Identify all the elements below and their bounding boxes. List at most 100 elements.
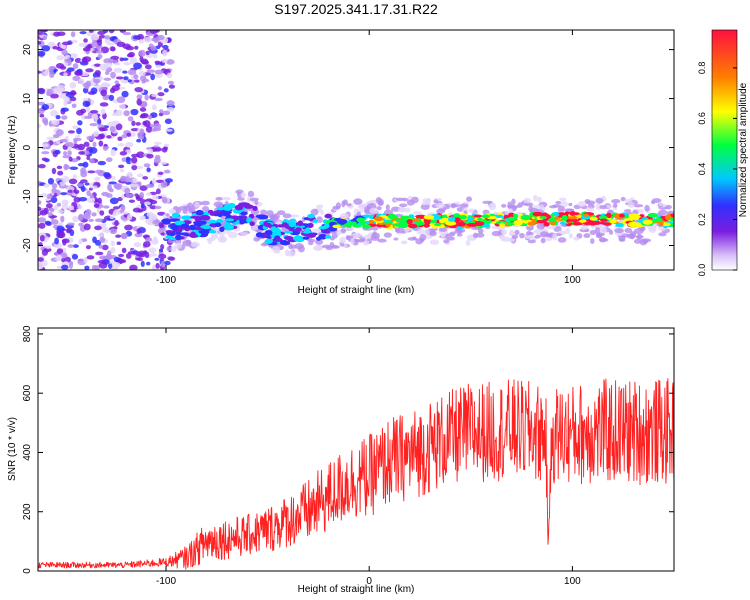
spectrogram-band-cell <box>456 221 466 227</box>
spectrogram-noise-cell <box>106 135 112 139</box>
spectrogram-noise-cell <box>43 119 49 126</box>
spectrogram-noise-cell <box>113 67 123 73</box>
spectrogram-noise-cell <box>101 223 107 227</box>
spectrogram-halo-cell <box>459 203 469 208</box>
spectrogram-noise-cell <box>97 197 102 204</box>
spectrogram-halo-cell <box>429 239 440 245</box>
spectrogram-noise-cell <box>148 247 157 253</box>
spectrogram-noise-cell <box>120 168 125 173</box>
spectrogram-band-cell <box>161 218 172 224</box>
spectrogram-band-cell <box>265 235 273 239</box>
spectrogram-band-cell <box>655 217 663 222</box>
spectrogram-noise-cell <box>72 75 81 82</box>
spectrogram-halo-cell <box>202 205 210 212</box>
spectrogram-band-cell <box>602 222 612 226</box>
spectrogram-halo-cell <box>336 230 341 236</box>
spectrogram-noise-cell <box>104 38 111 44</box>
spectrogram-noise-cell <box>77 205 83 210</box>
spectrogram-noise-cell <box>63 72 68 77</box>
spectrogram-band-cell <box>506 221 512 226</box>
spectrogram-noise-cell <box>100 108 106 115</box>
spectrogram-noise-cell <box>73 137 82 142</box>
x-tick-label: 0 <box>366 275 372 286</box>
spectrogram-noise-cell <box>103 146 110 150</box>
spectrogram-noise-cell <box>152 194 159 200</box>
spectrogram-noise-cell <box>77 120 83 126</box>
spectrogram-noise-cell <box>43 183 50 188</box>
spectrogram-band-cell <box>400 215 411 219</box>
spectrogram-noise-cell <box>60 215 65 223</box>
spectrogram-band-cell <box>252 205 258 211</box>
spectrogram-band-cell <box>200 229 210 234</box>
spectrogram-noise-cell <box>53 204 59 211</box>
spectrogram-noise-cell <box>57 231 66 239</box>
x-tick-label: 0 <box>366 576 372 587</box>
spectrogram-noise-cell <box>44 220 52 225</box>
spectrogram-halo-cell <box>222 196 231 201</box>
spectrogram-band-cell <box>307 232 317 238</box>
spectrogram-noise-cell <box>78 213 84 220</box>
spectrogram-noise-cell <box>45 203 53 209</box>
spectrogram-band-cell <box>513 219 523 226</box>
spectrogram-noise-cell <box>61 49 68 56</box>
spectrogram-band-cell <box>207 209 214 214</box>
spectrogram-noise-cell <box>123 61 131 66</box>
spectrogram-noise-cell <box>68 262 73 270</box>
spectrogram-noise-cell <box>162 110 171 116</box>
spectrogram-noise-cell <box>38 41 42 45</box>
spectrogram-y-label: Frequency (Hz) <box>7 116 18 185</box>
spectrogram-noise-cell <box>61 175 70 183</box>
spectrogram-noise-cell <box>94 176 101 182</box>
snr-x-label: Height of straight line (km) <box>298 584 415 595</box>
spectrogram-band-cell <box>598 215 608 220</box>
spectrogram-band-cell <box>178 232 189 236</box>
spectrogram-noise-cell <box>62 239 67 246</box>
spectrogram-halo-cell <box>339 212 350 220</box>
spectrogram-halo-cell <box>545 237 553 242</box>
spectrogram-noise-cell <box>91 40 98 48</box>
spectrogram-noise-cell <box>102 83 111 87</box>
spectrogram-band-cell <box>466 223 477 227</box>
colorbar-tick-label: 0.6 <box>697 112 707 125</box>
spectrogram-noise-cell <box>86 155 91 161</box>
spectrogram-band-cell <box>615 222 624 228</box>
spectrogram-noise-cell <box>98 232 104 238</box>
spectrogram-noise-cell <box>135 122 141 126</box>
spectrogram-noise-cell <box>133 74 139 80</box>
spectrogram-halo-cell <box>247 196 252 203</box>
spectrogram-halo-cell <box>526 230 532 237</box>
spectrogram-noise-cell <box>47 211 53 217</box>
spectrogram-noise-cell <box>160 161 168 165</box>
spectrogram-noise-cell <box>155 188 161 195</box>
spectrogram-halo-cell <box>398 203 408 208</box>
spectrogram-noise-cell <box>87 170 96 174</box>
spectrogram-band-cell <box>459 214 467 220</box>
spectrogram-noise-cell <box>136 138 142 143</box>
spectrogram-band-cell <box>619 213 625 218</box>
spectrogram-noise-cell <box>113 62 121 66</box>
spectrogram-halo-cell <box>420 203 430 211</box>
snr-y-ticks: 0 200 400 600 800 <box>22 325 674 574</box>
spectrogram-noise-cell <box>80 108 87 114</box>
spectrogram-noise-cell <box>108 181 117 185</box>
spectrogram-noise-cell <box>89 109 99 114</box>
colorbar-label: Normalized spectral amplitude <box>738 82 749 217</box>
spectrogram-band-cell <box>171 212 180 218</box>
spectrogram-noise-cell <box>164 118 172 125</box>
spectrogram-noise-cell <box>86 196 96 204</box>
spectrogram-band-cell <box>332 224 341 229</box>
spectrogram-halo-cell <box>465 240 471 246</box>
spectrogram-noise-cell <box>56 85 65 92</box>
spectrogram-band-cell <box>658 220 664 227</box>
spectrogram-noise-cell <box>46 88 54 95</box>
spectrogram-noise-cell <box>136 98 142 106</box>
spectrogram-noise-cell <box>49 71 55 79</box>
spectrogram-noise-cell <box>57 170 64 176</box>
spectrogram-noise-cell <box>105 193 113 198</box>
spectrogram-noise-cell <box>136 33 145 41</box>
spectrogram-halo-cell <box>507 204 515 209</box>
figure-title: S197.2025.341.17.31.R22 <box>274 1 438 17</box>
spectrogram-noise-cell <box>61 115 68 120</box>
spectrogram-noise-cell <box>139 107 147 112</box>
spectrogram-halo-cell <box>558 197 567 202</box>
